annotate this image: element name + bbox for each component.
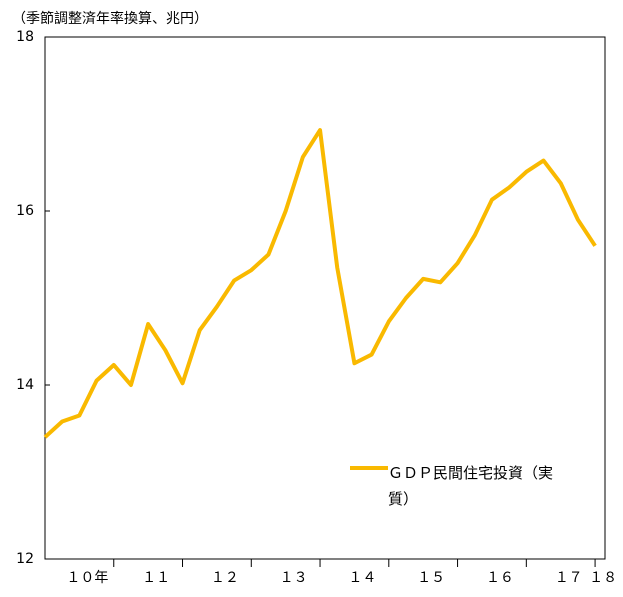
y-axis-label: （季節調整済年率換算、兆円） [12, 10, 208, 27]
x-tick-label: １０年 [66, 570, 108, 586]
plot-frame [44, 36, 606, 560]
x-tick-label: １３ [280, 570, 308, 586]
x-tick-label: １１ [142, 570, 170, 586]
x-tick-label: １２ [211, 570, 239, 586]
x-tick-label: １５ [417, 570, 445, 586]
y-tick-label: 14 [16, 377, 34, 393]
x-tick-label: １８ [589, 570, 617, 586]
y-tick-label: 12 [16, 551, 34, 567]
data-line [43, 128, 597, 439]
y-tick-label: 16 [16, 203, 34, 219]
x-tick-label: １４ [348, 570, 376, 586]
x-tick-label: １６ [486, 570, 514, 586]
y-tick-label: 18 [16, 29, 34, 45]
x-tick-label: １７ [555, 570, 583, 586]
legend-label: ＧＤＰ民間住宅投資（実質） [388, 464, 554, 508]
